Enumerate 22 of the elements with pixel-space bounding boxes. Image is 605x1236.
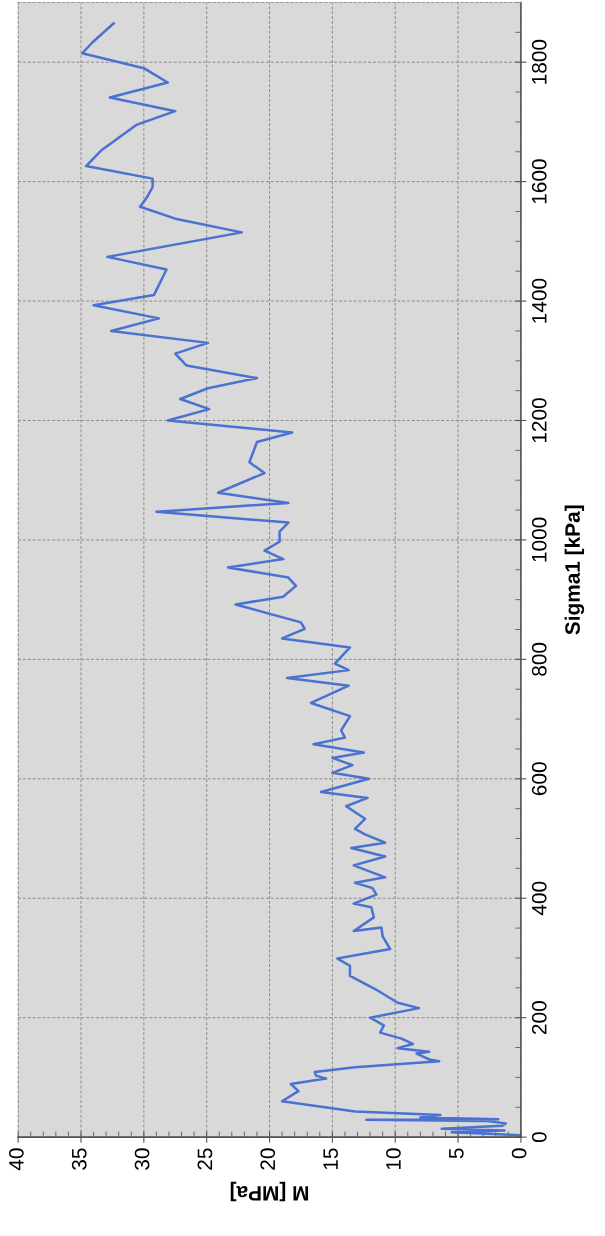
x-tick-label: 35 — [71, 1148, 87, 1170]
x-tick-label: 15 — [323, 1148, 338, 1170]
y-tick-label: 1800 — [531, 39, 547, 84]
y-tick-label: 1400 — [531, 278, 547, 323]
x-tick-label: 5 — [449, 1148, 464, 1159]
x-tick-label: 20 — [260, 1148, 276, 1170]
y-tick-label: 1600 — [531, 159, 547, 204]
line-series — [81, 22, 521, 1137]
x-tick-label: 40 — [8, 1148, 24, 1171]
y-tick-label: 800 — [531, 642, 547, 676]
x-axis-title: M [MPa] — [230, 1181, 309, 1202]
x-tick-label: 25 — [197, 1148, 213, 1170]
y-tick-label: 200 — [531, 1001, 547, 1035]
y-tick-label: 1000 — [531, 517, 547, 562]
y-tick-label: 400 — [531, 881, 547, 916]
x-tick-label: 0 — [511, 1148, 527, 1159]
x-tick-label: 10 — [386, 1148, 401, 1170]
x-tick-label: 30 — [134, 1148, 150, 1170]
y-tick-label: 0 — [531, 1132, 547, 1143]
y-tick-label: 1200 — [531, 398, 547, 443]
y-tick-label: 600 — [531, 762, 547, 796]
y-axis-title: Sigma1 [kPa] — [564, 505, 585, 635]
